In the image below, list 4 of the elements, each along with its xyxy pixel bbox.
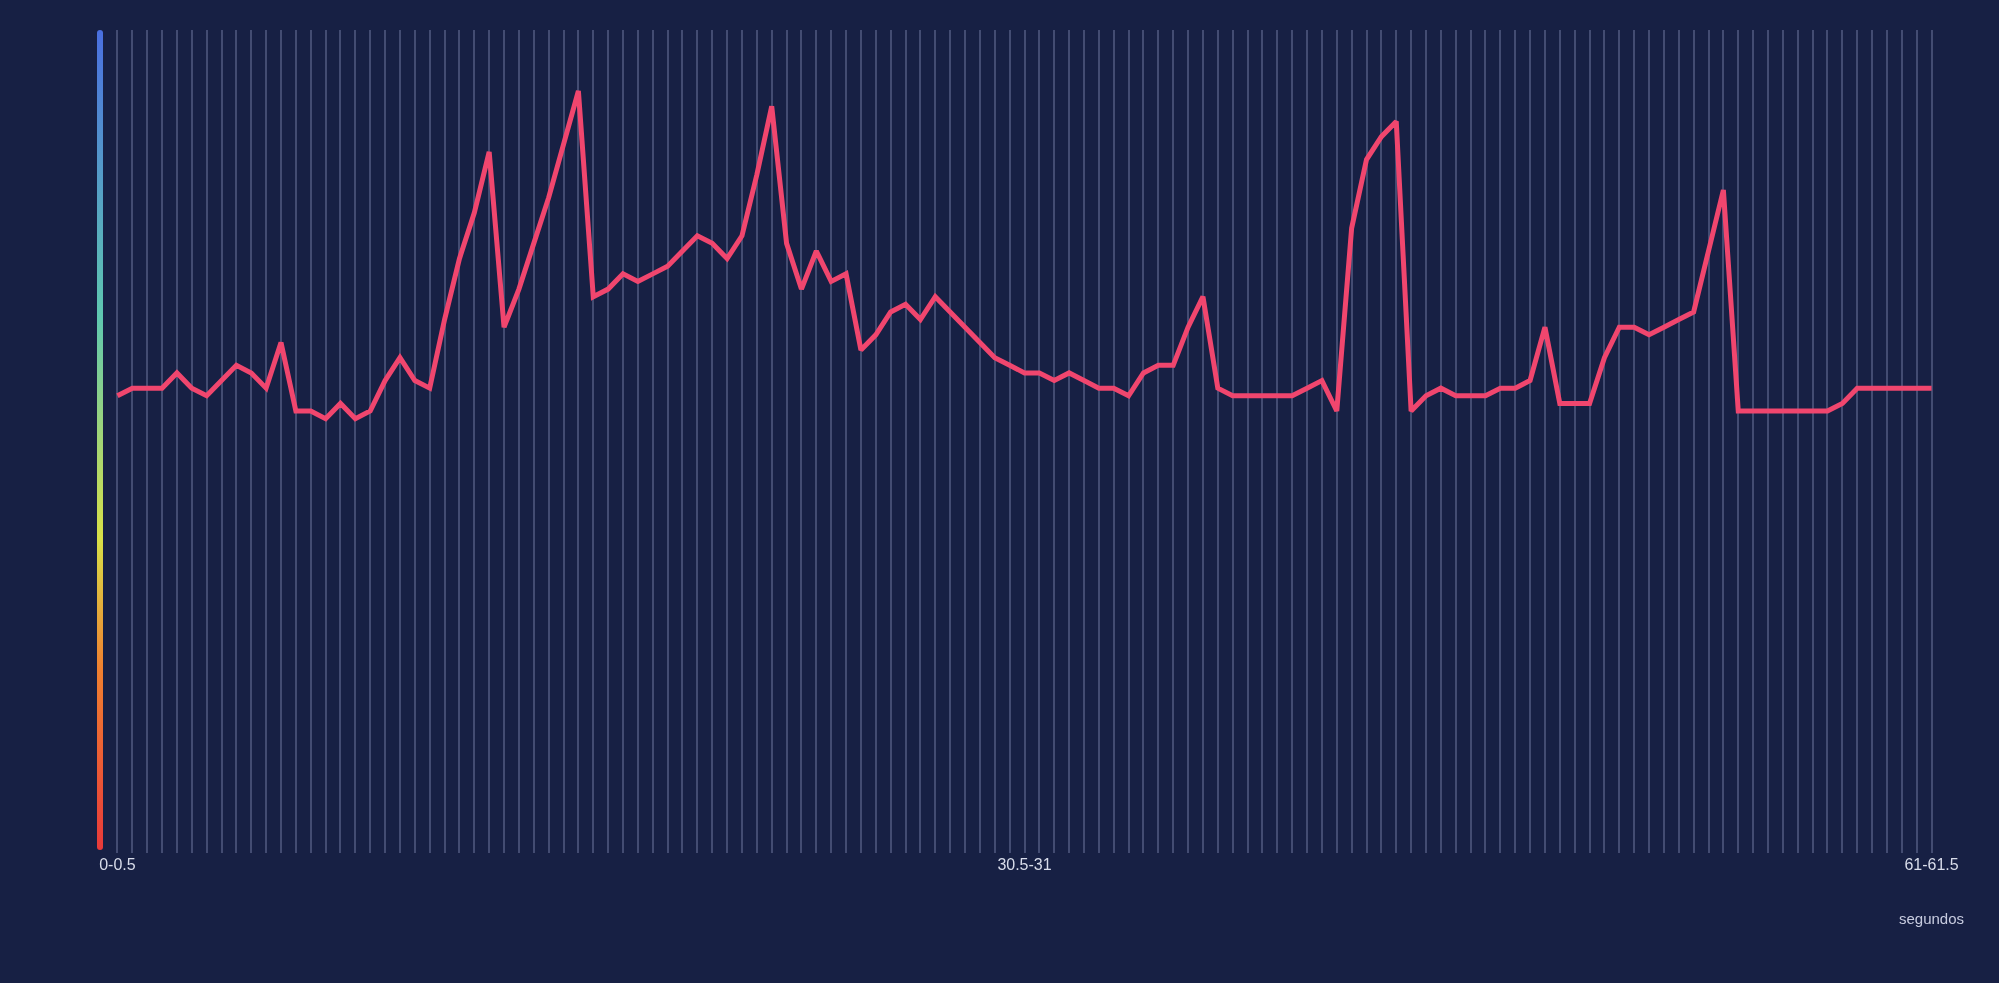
x-axis-title: segundos bbox=[1899, 910, 1965, 927]
x-tick-label: 0-0.5 bbox=[99, 856, 136, 873]
x-tick-label: 61-61.5 bbox=[1904, 856, 1959, 873]
x-tick-label: 30.5-31 bbox=[997, 856, 1052, 873]
